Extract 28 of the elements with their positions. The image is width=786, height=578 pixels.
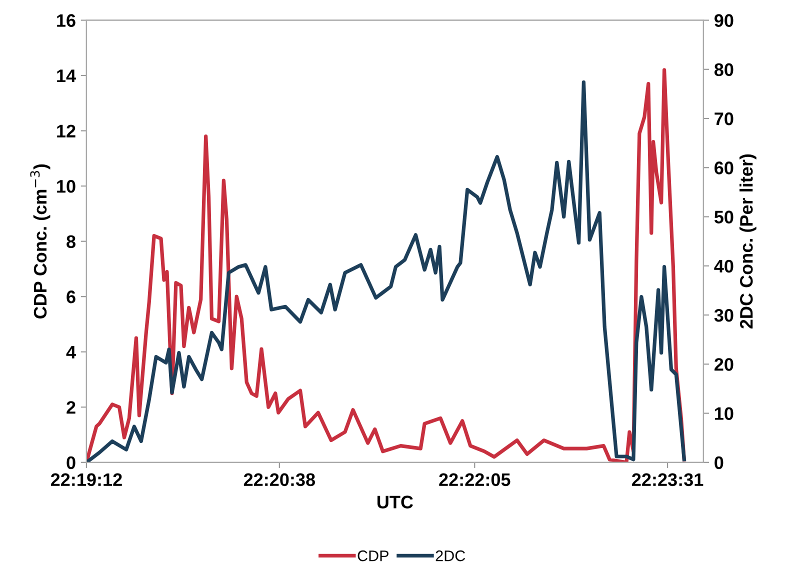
- y-axis-title: CDP Conc. (cm$^{−3}$): [30, 164, 50, 318]
- y2-tick-label: 70: [714, 112, 734, 126]
- y2-tick-label: 10: [715, 407, 734, 420]
- y2-tick-label: 50: [714, 210, 734, 224]
- y-tick-label: 16: [57, 14, 76, 27]
- y-tick-label: 12: [57, 124, 76, 138]
- legend-label: CDP: [358, 550, 388, 562]
- y2-tick-label: 80: [714, 63, 734, 76]
- x-tick-label: 22:19:12: [50, 473, 122, 486]
- y2-tick-label: 30: [714, 308, 734, 322]
- x-axis-title: UTC: [377, 496, 414, 508]
- y-tick-label: 14: [57, 70, 76, 82]
- y-tick-label: 0: [66, 456, 76, 470]
- y-tick-label: 6: [66, 290, 76, 304]
- y-tick-label: 8: [66, 235, 76, 248]
- x-tick-label: 22:20:38: [244, 473, 316, 486]
- y2-tick-label: 20: [714, 358, 734, 371]
- y-tick-label: 10: [57, 180, 76, 193]
- y-tick-label: 4: [66, 346, 76, 358]
- y2-tick-label: 60: [714, 162, 734, 174]
- x-tick-label: 22:23:31: [632, 473, 704, 486]
- y-tick-label: 2: [66, 401, 76, 414]
- y2-tick-label: 90: [714, 14, 734, 27]
- y2-axis-title: 2DC Conc. (Per liter): [740, 154, 756, 328]
- legend-label: 2DC: [436, 550, 466, 562]
- y2-tick-label: 0: [714, 456, 724, 470]
- y2-tick-label: 40: [714, 260, 734, 273]
- x-tick-label: 22:22:05: [439, 473, 510, 486]
